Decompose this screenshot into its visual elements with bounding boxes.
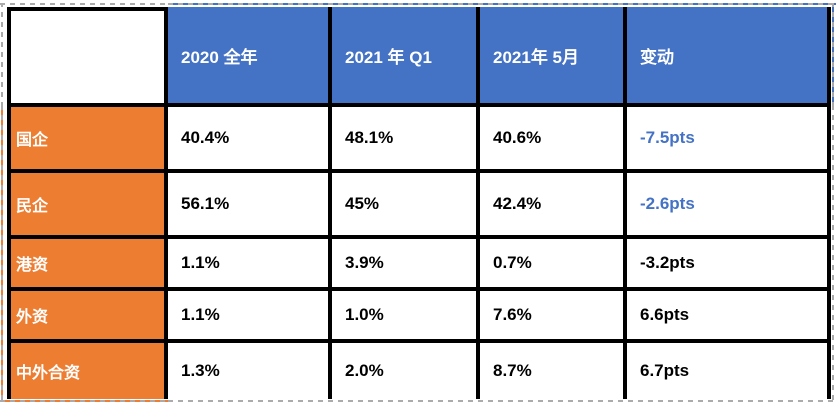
col-header-change: 变动: [627, 7, 831, 107]
marquee-left-bottom-segment: [1, 107, 3, 400]
col-header-2020-full-year: 2020 全年: [168, 7, 332, 107]
cell-foreign-change: 6.6pts: [627, 291, 831, 343]
cell-hk-change: -3.2pts: [627, 239, 831, 291]
cell-jv-change: 6.7pts: [627, 343, 831, 399]
cell-jv-2020: 1.3%: [168, 343, 332, 399]
marquee-right-top-segment: [832, 3, 834, 107]
row-label-private: 民企: [7, 173, 168, 239]
cell-hk-2020: 1.1%: [168, 239, 332, 291]
cell-jv-q1: 2.0%: [332, 343, 480, 399]
row-label-soe: 国企: [7, 107, 168, 173]
cell-soe-q1: 48.1%: [332, 107, 480, 173]
cell-foreign-q1: 1.0%: [332, 291, 480, 343]
cell-soe-2020: 40.4%: [168, 107, 332, 173]
cell-foreign-2020: 1.1%: [168, 291, 332, 343]
cell-jv-may: 8.7%: [480, 343, 627, 399]
cell-foreign-may: 7.6%: [480, 291, 627, 343]
row-label-joint-venture: 中外合资: [7, 343, 168, 399]
marquee-top-right-segment: [168, 3, 836, 5]
cell-private-may: 42.4%: [480, 173, 627, 239]
marquee-top-left-segment: [0, 3, 168, 5]
corner-cell: [7, 7, 168, 107]
marquee-right-bottom-segment: [832, 107, 834, 400]
col-header-2021-q1: 2021 年 Q1: [332, 7, 480, 107]
cell-private-q1: 45%: [332, 173, 480, 239]
row-label-foreign-capital: 外资: [7, 291, 168, 343]
ownership-share-table[interactable]: 2020 全年 2021 年 Q1 2021年 5月 变动 国企 40.4% 4…: [7, 7, 831, 399]
cell-soe-change: -7.5pts: [627, 107, 831, 173]
col-header-2021-may: 2021年 5月: [480, 7, 627, 107]
marquee-left-top-segment: [1, 3, 3, 107]
cell-hk-may: 0.7%: [480, 239, 627, 291]
cell-soe-may: 40.6%: [480, 107, 627, 173]
cell-hk-q1: 3.9%: [332, 239, 480, 291]
cell-private-2020: 56.1%: [168, 173, 332, 239]
marquee-bottom-right-segment: [168, 400, 836, 402]
row-label-hk-capital: 港资: [7, 239, 168, 291]
marquee-bottom-left-segment: [0, 400, 168, 402]
cell-private-change: -2.6pts: [627, 173, 831, 239]
